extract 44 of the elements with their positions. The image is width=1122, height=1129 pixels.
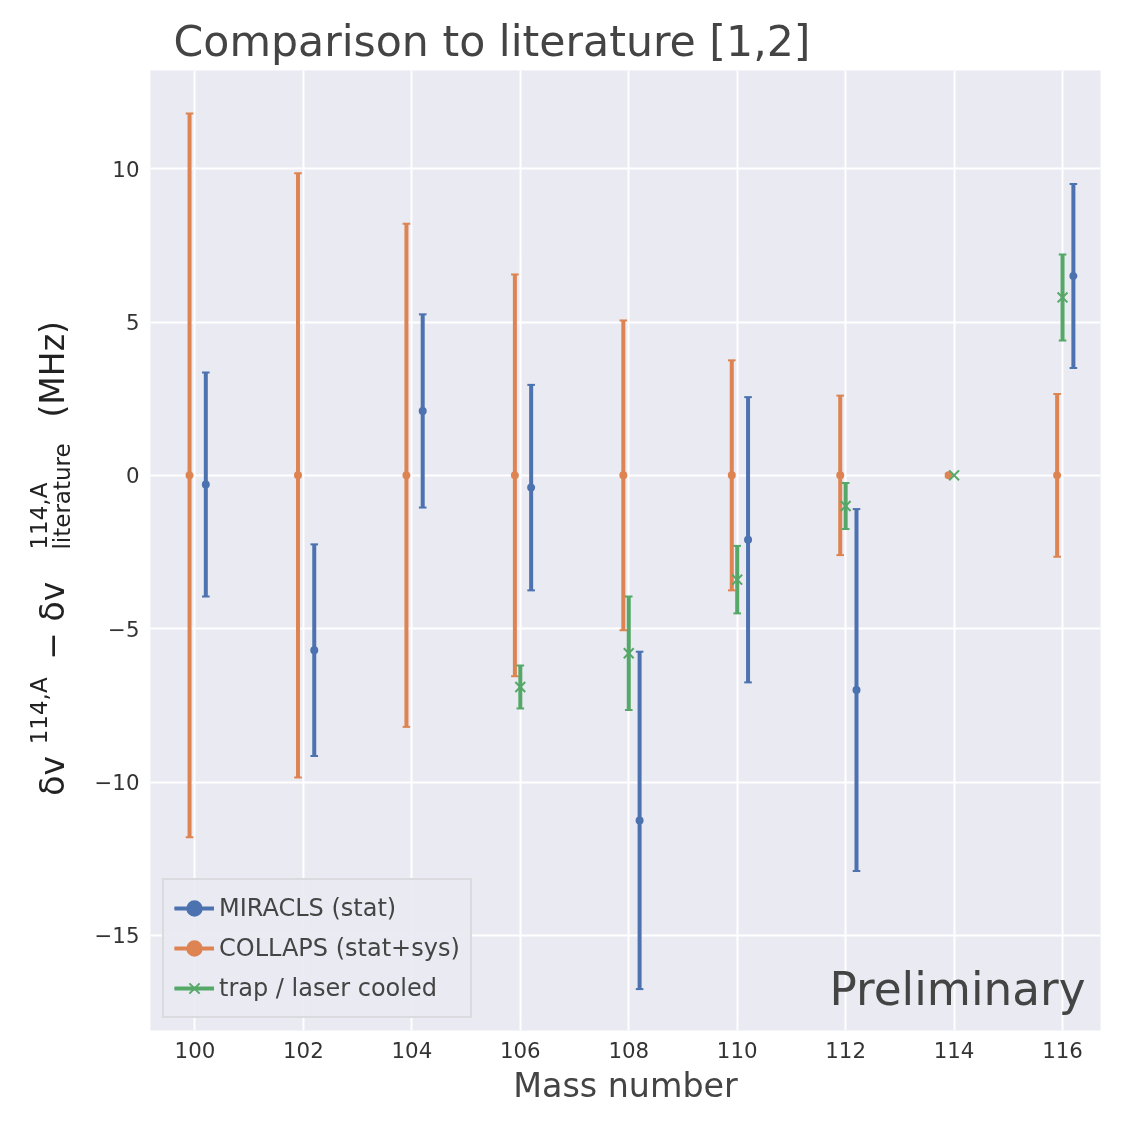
y-tick-label: 10	[112, 156, 140, 182]
point	[201, 480, 210, 489]
point	[310, 646, 319, 655]
legend-label: COLLAPS (stat+sys)	[219, 934, 460, 962]
x-tick-label: 106	[499, 1037, 541, 1063]
x-tick-label: 114	[933, 1037, 975, 1063]
y-tick-label: −15	[94, 923, 140, 949]
point	[1053, 471, 1062, 480]
point	[635, 816, 644, 825]
point	[514, 681, 527, 693]
point	[185, 471, 194, 480]
x-tick-label: 110	[716, 1037, 758, 1063]
point	[852, 686, 861, 695]
legend-label: trap / laser cooled	[219, 974, 437, 1002]
point	[727, 471, 736, 480]
point	[527, 483, 536, 492]
point	[1069, 272, 1078, 280]
x-tick-label: 104	[391, 1037, 433, 1063]
point	[622, 647, 635, 660]
x-axis-title: Mass number	[513, 1065, 739, 1105]
point	[619, 471, 628, 480]
y-tick-label: 5	[125, 310, 140, 335]
point	[948, 469, 961, 482]
point	[744, 535, 753, 544]
point	[1056, 291, 1069, 304]
x-tick-label: 108	[608, 1037, 650, 1063]
point	[836, 471, 845, 480]
chart-title: Comparison to literature [1,2]	[173, 15, 811, 66]
y-tick-label: −10	[94, 770, 140, 796]
y-tick-label: −5	[108, 616, 140, 642]
x-tick-label: 116	[1042, 1037, 1083, 1063]
point	[510, 471, 519, 480]
x-tick-label: 100	[174, 1037, 216, 1063]
point	[418, 406, 427, 415]
x-tick-label: 112	[825, 1037, 867, 1063]
point	[839, 500, 852, 512]
point	[731, 573, 744, 586]
point	[293, 471, 302, 480]
annotation: Preliminary	[829, 962, 1086, 1016]
legend-label: MIRACLS (stat)	[219, 894, 397, 922]
point	[402, 471, 411, 480]
x-tick-label: 102	[283, 1037, 324, 1063]
y-axis-title: δv114,A − δv114,Aliterature (MHz)	[25, 321, 75, 796]
y-tick-label: 0	[125, 463, 140, 489]
